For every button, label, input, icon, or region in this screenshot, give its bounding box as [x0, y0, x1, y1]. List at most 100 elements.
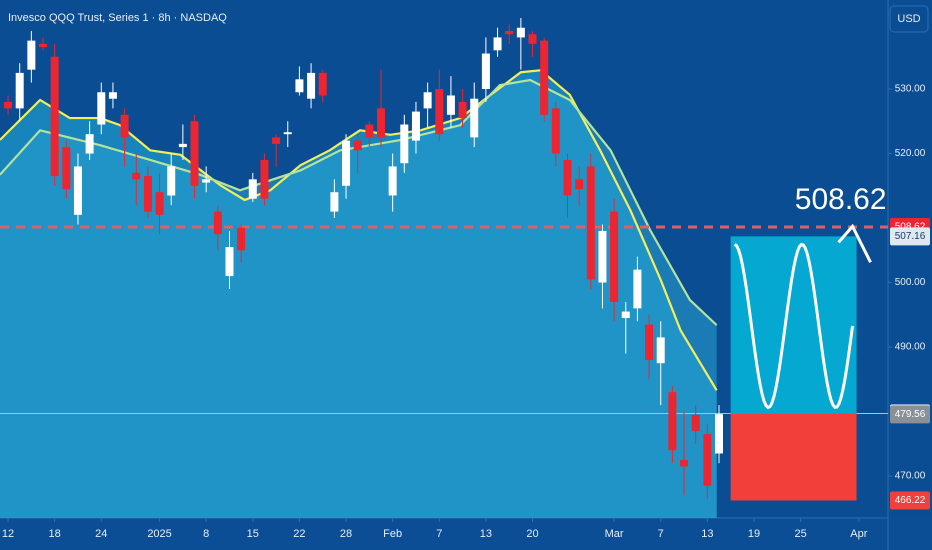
candle-body [586, 166, 595, 280]
candle-body [563, 159, 572, 196]
x-axis-strip [0, 518, 932, 550]
price-tag-label: 466.22 [895, 495, 926, 506]
candle-body [85, 134, 94, 154]
candle-body [132, 172, 141, 180]
candle-body [610, 211, 619, 302]
candle-body [645, 324, 654, 360]
candle-body [39, 43, 48, 48]
candle-body [400, 124, 409, 164]
candle-body [446, 95, 455, 115]
x-tick-label: 2025 [147, 528, 171, 540]
x-tick-label: 8 [203, 528, 209, 540]
candle-body [237, 227, 246, 251]
candle-body [213, 211, 222, 235]
candle-body [342, 140, 351, 186]
x-tick-label: 15 [247, 528, 259, 540]
x-tick-label: 13 [480, 528, 492, 540]
candle-body [248, 179, 257, 199]
x-tick-label: 7 [658, 528, 664, 540]
candle-body [260, 159, 269, 199]
y-tick-label: 470.00 [895, 471, 926, 482]
target-annotation: 508.62 [795, 183, 887, 216]
candle-body [330, 192, 339, 212]
candle-body [411, 111, 420, 141]
candle-body [120, 114, 129, 138]
x-tick-label: 19 [748, 528, 760, 540]
candle-body [27, 40, 36, 70]
candle-body [4, 101, 13, 109]
x-tick-label: Feb [383, 528, 402, 540]
price-tag [890, 405, 930, 424]
candle-body [435, 89, 444, 135]
candle-body [633, 269, 642, 309]
candle-body [680, 459, 689, 467]
candle-body [656, 337, 665, 364]
candle-body [715, 414, 724, 454]
x-tick-label: 24 [95, 528, 107, 540]
candle-body [143, 176, 152, 212]
candle-body [365, 124, 374, 138]
x-tick-label: 13 [701, 528, 713, 540]
candle-body [155, 192, 164, 215]
arrow-head [837, 223, 872, 264]
y-tick-label: 530.00 [895, 84, 926, 95]
moving-average [0, 69, 718, 391]
candle-body [50, 56, 59, 177]
candle-body [458, 101, 467, 119]
candle-body [272, 137, 281, 144]
x-tick-label: Mar [605, 528, 624, 540]
price-tag-label: 508.62 [895, 222, 926, 233]
price-tag-label: 479.56 [895, 409, 926, 420]
candle-body [598, 230, 607, 283]
candle-body [307, 72, 316, 99]
candle-body [167, 166, 176, 196]
price-tag [890, 227, 930, 246]
x-tick-label: 22 [293, 528, 305, 540]
candle-body [470, 98, 479, 138]
chart-title: Invesco QQQ Trust, Series 1 · 8h · NASDA… [8, 12, 227, 24]
candle-body [668, 392, 677, 451]
candle-body [108, 92, 117, 99]
candle-body [575, 179, 584, 190]
candle-body [202, 179, 211, 183]
loss-zone [730, 413, 857, 501]
x-tick-label: Apr [850, 528, 867, 540]
candle-body [551, 108, 560, 154]
candle-body [73, 166, 82, 215]
candle-body [516, 27, 525, 38]
wave-drawing [733, 242, 855, 410]
currency-button[interactable] [889, 5, 929, 33]
candle-body [377, 108, 386, 138]
candle-body [97, 92, 106, 125]
x-tick-label: 18 [49, 528, 61, 540]
y-tick-label: 490.00 [895, 342, 926, 353]
candle-body [15, 72, 24, 109]
currency-label: USD [897, 13, 920, 25]
candle-body [703, 434, 712, 486]
price-tag [890, 491, 930, 510]
candle-body [318, 72, 327, 96]
candle-body [481, 53, 490, 90]
candle-body [691, 414, 700, 431]
x-tick-label: 28 [340, 528, 352, 540]
candle-body [353, 140, 362, 151]
candle-body [225, 247, 234, 277]
y-tick-label: 500.00 [895, 277, 926, 288]
x-tick-label: 7 [436, 528, 442, 540]
candle-body [528, 34, 537, 44]
candle-body [283, 132, 292, 135]
candle-body [62, 147, 71, 190]
candle-body [540, 40, 549, 115]
price-tag-label: 507.16 [895, 231, 926, 242]
candle-body [388, 166, 397, 196]
candle-body [423, 92, 432, 109]
ma-area [0, 79, 717, 518]
x-tick-label: 20 [526, 528, 538, 540]
candle-body [190, 121, 199, 186]
y-tick-label: 520.00 [895, 148, 926, 159]
candle-body [621, 311, 630, 319]
candle-body [178, 143, 187, 148]
